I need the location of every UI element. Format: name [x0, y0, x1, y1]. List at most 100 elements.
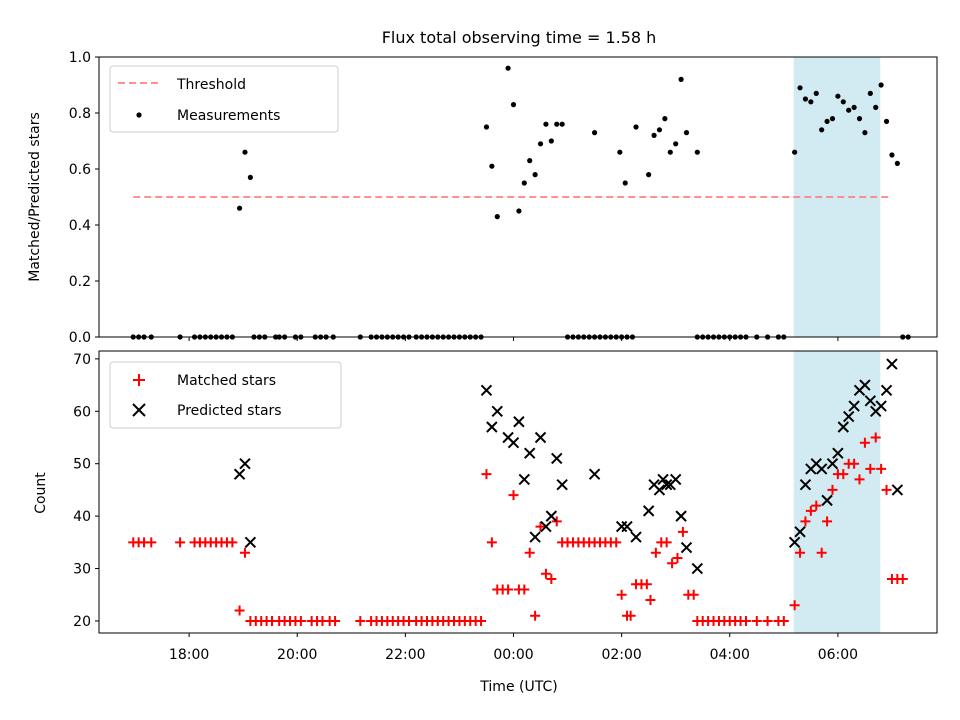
bottom-y-tick-label: 50: [73, 457, 91, 473]
x-tick-label: 18:00: [169, 647, 209, 663]
measurement-point: [673, 141, 679, 147]
matched-star-point: [535, 521, 546, 532]
matched-star-point: [611, 537, 622, 548]
matched-star-point: [641, 579, 652, 590]
matched-star-point: [897, 574, 908, 585]
legend-threshold-label: Threshold: [176, 77, 246, 93]
measurement-point: [483, 124, 490, 130]
predicted-star-point: [669, 473, 682, 486]
matched-star-point: [789, 600, 800, 611]
measurement-point: [667, 149, 673, 155]
matched-star-point: [355, 615, 366, 626]
predicted-star-point: [821, 494, 833, 507]
matched-star-point: [234, 605, 245, 616]
predicted-star-point: [621, 520, 633, 533]
predicted-star-point: [540, 520, 552, 533]
measurement-point: [516, 208, 522, 214]
measurement-point: [819, 127, 825, 133]
measurement-point: [867, 90, 873, 96]
measurement-point: [633, 124, 639, 130]
matched-star-point: [551, 516, 562, 527]
matched-star-point: [838, 469, 849, 480]
matched-star-point: [146, 537, 157, 548]
measurement-point: [851, 104, 857, 110]
measurement-point: [840, 99, 846, 105]
top-panel: 0.0 0.2 0.4 0.6 0.8 1.0 Matched/Predicted sta…: [27, 50, 938, 346]
top-x-ticks: [188, 337, 839, 341]
measurement-point: [678, 76, 684, 82]
matched-star-point: [805, 505, 816, 516]
top-y-tick-label: 1.0: [69, 50, 91, 66]
matched-star-point: [672, 553, 683, 564]
measurement-point: [824, 118, 830, 124]
measurement-point: [510, 102, 517, 108]
predicted-star-point: [799, 478, 812, 491]
predicted-star-point: [615, 520, 628, 533]
measurement-point: [532, 172, 538, 178]
predicted-star-point: [642, 505, 655, 517]
bottom-legend: Matched stars Predicted stars: [109, 361, 342, 429]
x-tick-label: 04:00: [710, 647, 750, 663]
predicted-star-point: [675, 510, 687, 522]
predicted-star-point: [691, 562, 704, 575]
predicted-star-point: [826, 457, 839, 470]
bottom-y-tick-label: 40: [73, 509, 91, 525]
measurement-point: [656, 127, 663, 133]
top-y-tick-label: 0.6: [69, 162, 91, 178]
measurement-point: [792, 149, 798, 155]
matched-star-point: [530, 610, 541, 621]
matched-star-point: [811, 500, 822, 511]
predicted-star-point: [794, 526, 806, 538]
legend-matched-swatch: [133, 374, 145, 386]
x-tick-label: 06:00: [818, 647, 858, 663]
matched-star-point: [476, 615, 487, 626]
bottom-y-axis: 20 30 40 50 60 70: [73, 352, 99, 630]
predicted-star-point: [875, 400, 887, 412]
predicted-star-point: [653, 484, 666, 496]
x-tick-label: 20:00: [277, 647, 317, 663]
predicted-star-point: [660, 478, 673, 491]
x-axis-label: Time (UTC): [479, 679, 557, 695]
measurement-point: [554, 121, 560, 127]
matched-star-point: [508, 490, 519, 501]
top-plot-frame: [98, 56, 938, 338]
bottom-panel: 20 30 40 50 60 70 18:00 20:00 22:00 00:00 02:00 04…: [33, 350, 938, 695]
matched-star-point: [227, 537, 238, 548]
legend-measurements-label: Measurements: [177, 108, 280, 124]
predicted-star-point: [837, 421, 849, 433]
predicted-star-point: [556, 478, 568, 491]
predicted-star-point: [529, 531, 541, 543]
matched-star-point: [546, 574, 557, 585]
measurement-point: [505, 65, 511, 71]
predicted-star-point: [518, 473, 531, 486]
matched-star-point: [175, 537, 186, 548]
top-y-tick-label: 0.8: [69, 106, 91, 122]
predicted-star-point: [486, 421, 498, 433]
measurement-point: [889, 152, 895, 158]
measurement-point: [548, 138, 554, 144]
predicted-star-point: [859, 379, 871, 391]
top-legend: Threshold Measurements: [109, 65, 339, 133]
measurement-point: [617, 149, 623, 155]
measurement-point: [862, 130, 868, 136]
matched-star-point: [540, 568, 551, 579]
measurement-point: [494, 214, 500, 220]
matched-star-point: [661, 537, 672, 548]
measurement-point: [856, 116, 863, 122]
matched-star-point: [800, 516, 811, 527]
predicted-star-point: [551, 452, 563, 465]
measurement-point: [236, 205, 243, 211]
bottom-highlight-region: [793, 351, 881, 633]
matched-star-point: [865, 463, 876, 474]
measurement-point: [808, 99, 814, 105]
matched-star-point: [625, 610, 636, 621]
top-y-tick-label: 0.4: [69, 218, 91, 234]
measurement-point: [247, 174, 253, 180]
matched-star-point: [870, 432, 881, 443]
predicted-star-point: [524, 447, 536, 459]
predicted-star-point: [588, 468, 601, 480]
predicted-star-point: [513, 416, 525, 428]
matched-star-point: [795, 547, 806, 558]
bottom-legend-box: [109, 361, 342, 429]
matched-star-point: [751, 615, 762, 626]
